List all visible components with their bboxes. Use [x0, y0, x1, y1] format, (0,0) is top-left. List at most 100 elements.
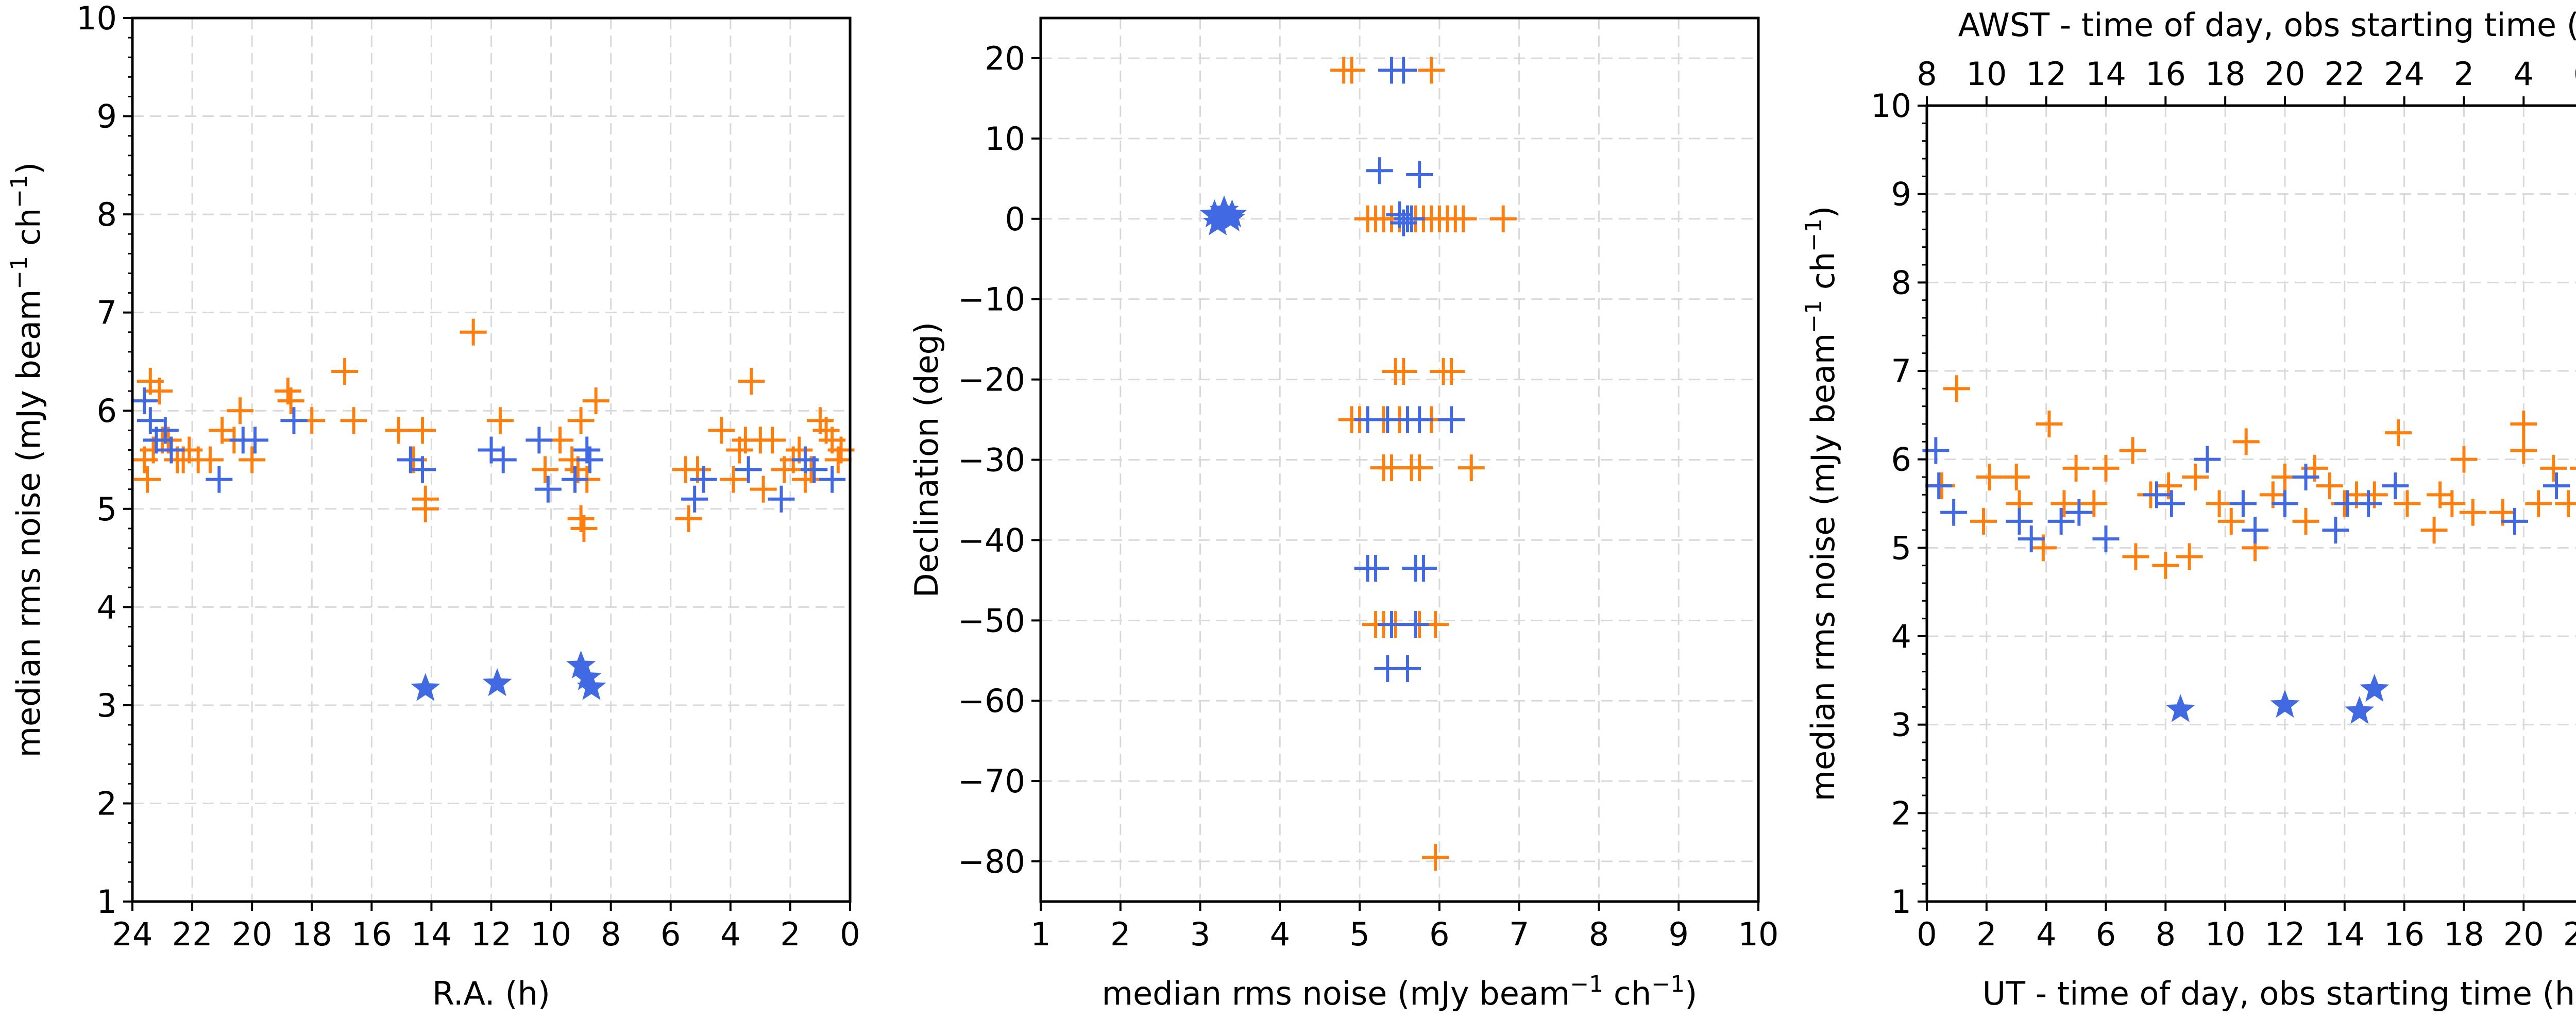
x-tick-label: 3 — [1190, 915, 1210, 953]
data-point-plus — [2143, 481, 2170, 508]
data-point-plus — [2322, 517, 2349, 544]
data-point-plus — [1390, 57, 1417, 84]
y-tick-label: 1 — [1891, 883, 1911, 921]
data-point-plus — [2206, 490, 2233, 517]
x-tick-label: 12 — [471, 915, 512, 953]
top-x-tick-label: 16 — [2145, 55, 2186, 93]
data-point-star — [1209, 195, 1239, 224]
data-point-star — [577, 672, 606, 700]
data-point-plus — [2501, 507, 2528, 535]
y-tick-label: 10 — [985, 120, 1025, 158]
y-axis-label: median rms noise (mJy beam−1 ch−1) — [6, 162, 48, 758]
top-x-tick-label: 8 — [1917, 55, 1937, 93]
data-point-plus — [801, 456, 828, 483]
data-point-plus — [2525, 490, 2552, 517]
data-point-plus — [2036, 411, 2063, 437]
data-point-plus — [2122, 543, 2149, 570]
data-point-plus — [735, 456, 762, 483]
y-tick-label: 7 — [1891, 352, 1911, 390]
data-point-plus — [2459, 499, 2486, 526]
data-point-plus — [1378, 611, 1405, 638]
y-tick-label: 2 — [1891, 794, 1911, 832]
data-point-plus — [2217, 507, 2245, 535]
data-point-plus — [2158, 490, 2185, 517]
data-point-plus — [280, 407, 308, 434]
x-tick-label: 6 — [2096, 915, 2116, 953]
data-point-plus — [2543, 472, 2570, 500]
data-point-plus — [489, 446, 517, 473]
data-point-plus — [146, 378, 173, 405]
data-point-plus — [1925, 472, 1953, 500]
data-point-plus — [2385, 419, 2412, 447]
data-point-plus — [1489, 205, 1517, 232]
y-tick-label: 20 — [985, 40, 1025, 77]
x-tick-label: 18 — [2444, 915, 2484, 953]
x-tick-label: 20 — [232, 915, 273, 953]
data-point-plus — [412, 495, 439, 522]
data-point-plus — [1362, 554, 1389, 582]
x-tick-label: 2 — [780, 915, 800, 953]
data-point-plus — [385, 417, 412, 444]
data-point-plus — [2050, 490, 2078, 517]
y-tick-label: 2 — [97, 785, 117, 822]
data-point-star — [2270, 689, 2300, 718]
y-tick-label: 8 — [1891, 264, 1911, 301]
data-point-plus — [2242, 517, 2269, 544]
x-tick-label: 4 — [2036, 915, 2056, 953]
data-point-star — [482, 668, 512, 697]
y-tick-label: 5 — [1891, 529, 1911, 567]
data-point-plus — [1438, 406, 1465, 433]
data-point-plus — [131, 387, 158, 415]
data-point-plus — [1940, 499, 1968, 526]
x-tick-label: 4 — [1270, 915, 1290, 953]
x-tick-label: 24 — [112, 915, 153, 953]
top-x-axis-label: AWST - time of day, obs starting time (h… — [1958, 6, 2576, 44]
data-point-plus — [2092, 454, 2120, 482]
data-point-plus — [567, 407, 595, 434]
y-tick-label: −40 — [958, 521, 1025, 559]
x-tick-label: 6 — [660, 915, 681, 953]
data-point-plus — [2232, 428, 2260, 455]
x-axis-label: R.A. (h) — [432, 975, 550, 1012]
x-tick-label: 6 — [1429, 915, 1449, 953]
top-x-tick-label: 20 — [2265, 55, 2306, 93]
y-tick-label: 9 — [1891, 176, 1911, 213]
data-point-plus — [2450, 446, 2478, 473]
data-point-plus — [690, 466, 717, 493]
x-tick-label: 2 — [1110, 915, 1130, 953]
data-point-plus — [1394, 655, 1421, 682]
data-point-plus — [2555, 490, 2576, 517]
data-point-plus — [582, 387, 609, 415]
x-tick-label: 0 — [1917, 915, 1937, 953]
data-point-plus — [2570, 466, 2576, 470]
x-axis-label: UT - time of day, obs starting time (h) — [1982, 975, 2576, 1012]
data-point-plus — [226, 397, 253, 424]
x-tick-label: 8 — [601, 915, 621, 953]
data-point-plus — [151, 417, 179, 444]
data-point-plus — [1390, 358, 1417, 385]
data-point-plus — [158, 436, 185, 464]
y-tick-label: 9 — [97, 98, 117, 135]
data-point-star — [411, 673, 440, 701]
y-tick-label: 10 — [1871, 87, 1911, 125]
data-point-star — [2360, 674, 2389, 702]
x-tick-label: 4 — [720, 915, 740, 953]
data-point-plus — [2018, 525, 2045, 553]
y-tick-label: 3 — [1891, 706, 1911, 744]
data-point-plus — [2047, 507, 2075, 535]
y-tick-label: 6 — [1891, 441, 1911, 479]
data-point-plus — [675, 505, 702, 532]
y-tick-label: 0 — [1005, 200, 1025, 238]
x-tick-label: 14 — [2324, 915, 2365, 953]
data-point-plus — [2316, 472, 2343, 500]
data-point-plus — [681, 485, 708, 513]
data-point-plus — [277, 387, 304, 415]
y-tick-label: 8 — [97, 196, 117, 233]
data-point-plus — [1398, 205, 1425, 232]
data-point-star — [566, 650, 596, 678]
data-point-plus — [2382, 472, 2409, 500]
data-point-plus — [2006, 507, 2033, 535]
panel-ut: 0246810121416182022241234567891081012141… — [1801, 6, 2576, 1012]
x-tick-label: 20 — [2503, 915, 2544, 953]
